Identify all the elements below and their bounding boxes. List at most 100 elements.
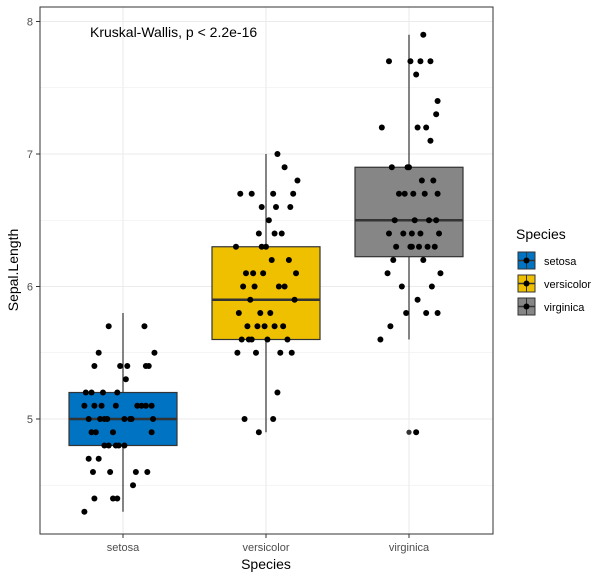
data-point-setosa	[122, 376, 129, 383]
legend-label-setosa: setosa	[544, 256, 577, 268]
legend-keys: setosa versicolor virginica	[517, 251, 591, 316]
data-point-virginica	[407, 58, 414, 65]
points-layer	[81, 31, 444, 515]
data-point-versicolor	[261, 323, 268, 330]
data-point-versicolor	[234, 349, 241, 356]
data-point-versicolor	[268, 257, 275, 263]
y-tick-label: 6	[27, 282, 33, 294]
data-point-setosa	[141, 323, 148, 330]
data-point-setosa	[95, 349, 102, 356]
data-point-virginica	[431, 243, 438, 250]
data-point-setosa	[145, 363, 152, 369]
data-point-virginica	[428, 283, 435, 290]
legend-key-point-setosa	[523, 257, 530, 264]
data-point-virginica	[423, 310, 430, 316]
data-point-virginica	[430, 177, 437, 184]
y-tick-label: 5	[27, 414, 33, 426]
data-point-setosa	[95, 455, 102, 462]
data-point-setosa	[104, 416, 111, 422]
data-point-setosa	[114, 495, 121, 502]
data-point-virginica	[427, 58, 434, 65]
data-point-setosa	[109, 429, 116, 436]
data-point-versicolor	[281, 283, 288, 290]
data-point-setosa	[82, 389, 89, 396]
data-point-versicolor	[255, 429, 262, 436]
data-point-versicolor	[255, 230, 262, 237]
data-point-virginica	[385, 58, 392, 65]
data-point-setosa	[134, 402, 141, 409]
y-tick-label: 8	[27, 17, 33, 29]
data-point-versicolor	[241, 416, 248, 422]
data-point-versicolor	[277, 349, 284, 356]
data-point-setosa	[148, 402, 155, 409]
data-point-versicolor	[257, 310, 264, 316]
data-point-setosa	[124, 363, 131, 369]
data-point-versicolor	[244, 323, 251, 330]
data-point-virginica	[411, 217, 418, 224]
data-point-setosa	[81, 402, 88, 409]
data-point-virginica	[434, 310, 441, 316]
data-point-setosa	[112, 402, 119, 409]
data-point-versicolor	[274, 151, 281, 157]
data-point-virginica	[426, 217, 433, 224]
data-point-versicolor	[235, 310, 242, 316]
data-point-virginica	[413, 71, 420, 78]
data-point-virginica	[388, 164, 395, 171]
data-point-versicolor	[232, 243, 239, 250]
data-point-versicolor	[263, 243, 269, 250]
y-axis-title: Sepal.Length	[5, 229, 21, 312]
data-point-setosa	[148, 429, 155, 436]
x-axis-title: Species	[241, 556, 291, 572]
data-point-setosa	[121, 416, 128, 422]
box-virginica	[354, 166, 464, 258]
x-tick-label: setosa	[107, 542, 140, 554]
data-point-setosa	[99, 389, 106, 396]
data-point-virginica	[400, 230, 407, 237]
data-point-setosa	[91, 495, 98, 502]
data-point-versicolor	[273, 204, 280, 210]
data-point-virginica	[387, 323, 394, 330]
test-annotation: Kruskal-Wallis, p < 2.2e-16	[90, 24, 257, 40]
data-point-setosa	[151, 349, 158, 356]
data-point-virginica	[427, 137, 434, 144]
outlier-virginica	[406, 429, 412, 435]
data-point-setosa	[88, 389, 95, 396]
data-point-versicolor	[294, 177, 301, 184]
data-point-virginica	[416, 243, 423, 250]
data-point-versicolor	[252, 349, 259, 356]
data-point-setosa	[115, 442, 122, 449]
data-point-versicolor	[265, 217, 272, 224]
data-point-versicolor	[291, 296, 298, 303]
data-point-virginica	[390, 257, 397, 263]
data-point-setosa	[121, 442, 128, 449]
data-point-versicolor	[280, 323, 287, 330]
data-point-virginica	[403, 310, 410, 316]
data-point-virginica	[414, 124, 421, 131]
data-point-virginica	[377, 336, 384, 343]
data-point-setosa	[107, 469, 114, 475]
legend-label-versicolor: versicolor	[544, 279, 591, 291]
data-point-virginica	[433, 111, 440, 118]
data-point-versicolor	[258, 243, 265, 250]
data-point-versicolor	[264, 336, 271, 343]
data-point-virginica	[433, 217, 440, 224]
axes-layer: 5 6 7 8 setosa versicolor virginica	[27, 17, 430, 555]
data-point-virginica	[420, 31, 427, 38]
data-point-versicolor	[293, 270, 300, 277]
data-point-virginica	[421, 190, 428, 197]
data-point-setosa	[91, 402, 98, 409]
data-point-virginica	[436, 230, 443, 237]
y-tick-label: 7	[27, 149, 33, 161]
data-point-versicolor	[274, 389, 281, 396]
data-point-versicolor	[260, 270, 267, 277]
data-point-virginica	[420, 257, 427, 263]
data-point-setosa	[109, 495, 116, 502]
data-point-virginica	[417, 230, 424, 237]
data-point-setosa	[101, 442, 108, 449]
data-point-versicolor	[267, 310, 274, 316]
data-point-virginica	[391, 217, 398, 224]
data-point-versicolor	[247, 296, 254, 303]
x-tick-label: virginica	[389, 542, 430, 554]
data-point-versicolor	[237, 190, 244, 197]
data-point-setosa	[88, 429, 95, 436]
